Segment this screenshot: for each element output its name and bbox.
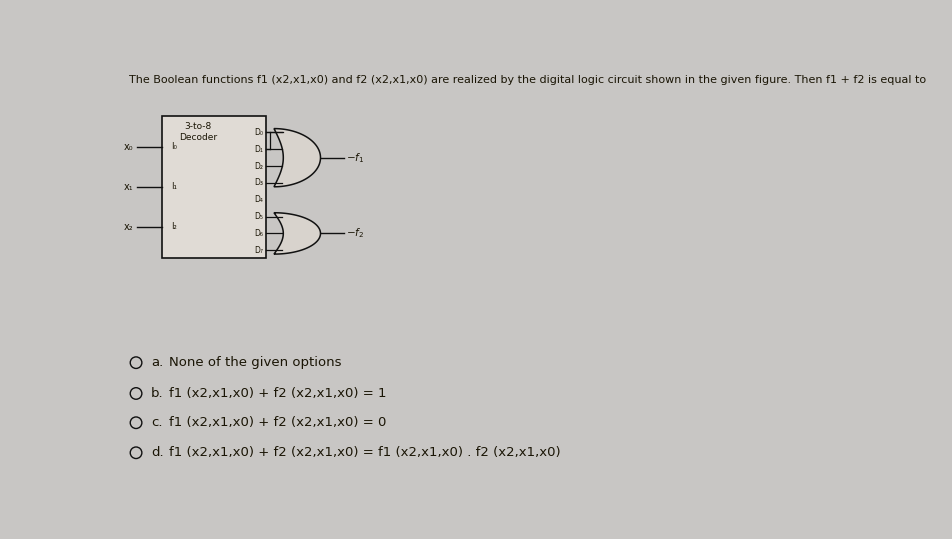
Text: f1 (x2,x1,x0) + f2 (x2,x1,x0) = 1: f1 (x2,x1,x0) + f2 (x2,x1,x0) = 1 xyxy=(169,387,387,400)
Text: D₅: D₅ xyxy=(254,212,263,221)
Text: I₂: I₂ xyxy=(171,222,177,231)
Text: D₃: D₃ xyxy=(254,178,263,188)
PathPatch shape xyxy=(274,129,321,187)
Text: c.: c. xyxy=(150,416,162,429)
Text: D₆: D₆ xyxy=(254,229,263,238)
Text: D₀: D₀ xyxy=(254,128,263,137)
Text: $-f_2$: $-f_2$ xyxy=(347,226,365,240)
Text: $-f_1$: $-f_1$ xyxy=(347,151,365,164)
Text: 3-to-8
Decoder: 3-to-8 Decoder xyxy=(179,122,217,142)
PathPatch shape xyxy=(274,213,321,254)
Text: f1 (x2,x1,x0) + f2 (x2,x1,x0) = f1 (x2,x1,x0) . f2 (x2,x1,x0): f1 (x2,x1,x0) + f2 (x2,x1,x0) = f1 (x2,x… xyxy=(169,446,560,459)
Text: The Boolean functions f1 (x2,x1,x0) and f2 (x2,x1,x0) are realized by the digita: The Boolean functions f1 (x2,x1,x0) and … xyxy=(129,75,926,86)
Text: x₁: x₁ xyxy=(124,182,133,192)
Text: b.: b. xyxy=(150,387,164,400)
Text: I₀: I₀ xyxy=(171,142,177,151)
Text: None of the given options: None of the given options xyxy=(169,356,341,369)
Text: d.: d. xyxy=(150,446,164,459)
Text: x₂: x₂ xyxy=(124,222,133,232)
Text: x₀: x₀ xyxy=(124,142,133,152)
FancyBboxPatch shape xyxy=(162,115,267,258)
Text: f1 (x2,x1,x0) + f2 (x2,x1,x0) = 0: f1 (x2,x1,x0) + f2 (x2,x1,x0) = 0 xyxy=(169,416,386,429)
Text: D₄: D₄ xyxy=(254,195,263,204)
Text: a.: a. xyxy=(150,356,163,369)
Text: D₇: D₇ xyxy=(254,246,263,255)
Text: D₁: D₁ xyxy=(254,145,263,154)
Text: D₂: D₂ xyxy=(254,162,263,171)
Text: I₁: I₁ xyxy=(171,182,177,191)
